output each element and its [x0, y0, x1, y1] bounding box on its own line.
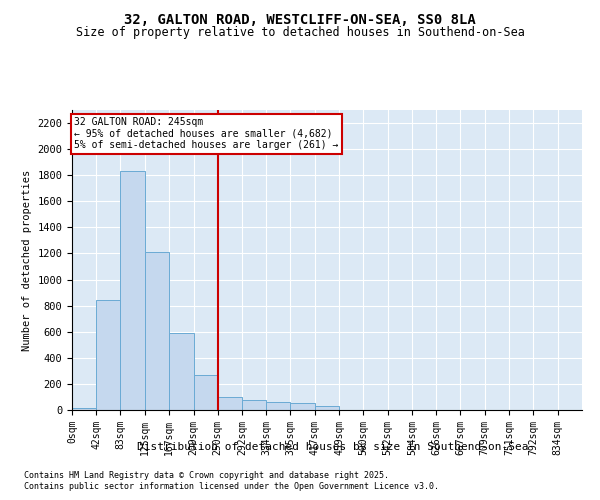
Text: 32 GALTON ROAD: 245sqm
← 95% of detached houses are smaller (4,682)
5% of semi-d: 32 GALTON ROAD: 245sqm ← 95% of detached…	[74, 117, 339, 150]
Bar	[194, 376, 218, 410]
Bar	[121, 172, 145, 410]
Bar	[169, 333, 194, 410]
Text: Distribution of detached houses by size in Southend-on-Sea: Distribution of detached houses by size …	[137, 442, 529, 452]
Bar	[315, 406, 339, 410]
Bar	[218, 397, 242, 410]
Bar	[97, 300, 121, 410]
Text: Contains HM Land Registry data © Crown copyright and database right 2025.: Contains HM Land Registry data © Crown c…	[24, 471, 389, 480]
Bar	[266, 402, 290, 410]
Bar	[290, 404, 315, 410]
Bar	[242, 400, 266, 410]
Bar	[145, 252, 169, 410]
Y-axis label: Number of detached properties: Number of detached properties	[22, 170, 32, 350]
Text: Size of property relative to detached houses in Southend-on-Sea: Size of property relative to detached ho…	[76, 26, 524, 39]
Text: 32, GALTON ROAD, WESTCLIFF-ON-SEA, SS0 8LA: 32, GALTON ROAD, WESTCLIFF-ON-SEA, SS0 8…	[124, 12, 476, 26]
Text: Contains public sector information licensed under the Open Government Licence v3: Contains public sector information licen…	[24, 482, 439, 491]
Bar	[72, 408, 97, 410]
